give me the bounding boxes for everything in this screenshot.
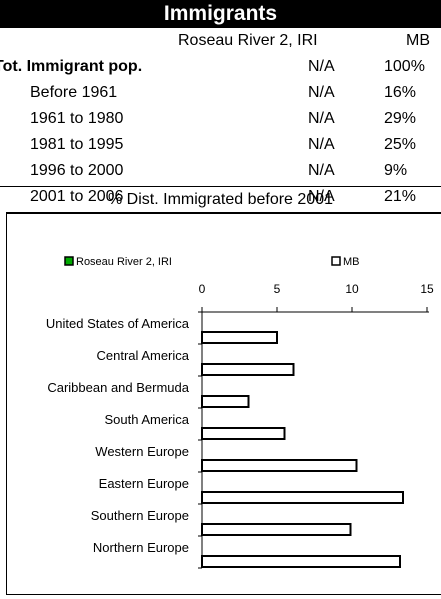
- table-row: 1996 to 2000 N/A 9%: [0, 158, 441, 184]
- category-label: Western Europe: [95, 444, 189, 459]
- bar-mb: [202, 556, 400, 567]
- legend-label: Roseau River 2, IRI: [76, 256, 172, 268]
- x-tick-label: 5: [274, 282, 281, 296]
- row-value-place: N/A: [308, 132, 335, 158]
- category-label: Central America: [97, 348, 190, 363]
- column-header-place: Roseau River 2, IRI: [178, 28, 318, 54]
- bar-chart: Roseau River 2, IRI MB 0 5 10 15 United States…: [7, 214, 441, 594]
- x-tick-label: 0: [199, 282, 206, 296]
- panel-title: Immigrants: [0, 0, 441, 28]
- bar-mb: [202, 396, 249, 407]
- table-row: 1961 to 1980 N/A 29%: [0, 106, 441, 132]
- table-row: Tot. Immigrant pop. N/A 100%: [0, 54, 441, 80]
- legend-swatch: [332, 257, 340, 265]
- category-label: Eastern Europe: [99, 476, 189, 491]
- category-label: South America: [104, 412, 189, 427]
- category-label: Northern Europe: [93, 540, 189, 555]
- row-label: Tot. Immigrant pop.: [0, 54, 142, 80]
- row-value-province: 9%: [384, 158, 407, 184]
- row-value-place: N/A: [308, 54, 335, 80]
- chart-area: Roseau River 2, IRI MB 0 5 10 15 United States…: [6, 212, 441, 595]
- row-value-province: 29%: [384, 106, 416, 132]
- bar-mb: [202, 332, 277, 343]
- row-value-place: N/A: [308, 158, 335, 184]
- row-label: 1981 to 1995: [30, 132, 123, 158]
- bar-mb: [202, 428, 285, 439]
- row-value-province: 16%: [384, 80, 416, 106]
- table-row: Before 1961 N/A 16%: [0, 80, 441, 106]
- category-label: United States of America: [46, 316, 190, 331]
- row-label: 1996 to 2000: [30, 158, 123, 184]
- bar-mb: [202, 524, 351, 535]
- row-value-place: N/A: [308, 106, 335, 132]
- bar-mb: [202, 492, 403, 503]
- row-label: 1961 to 1980: [30, 106, 123, 132]
- column-header-province: MB: [406, 28, 430, 54]
- x-tick-label: 10: [345, 282, 359, 296]
- row-label: Before 1961: [30, 80, 117, 106]
- bar-mb: [202, 364, 294, 375]
- bar-mb: [202, 460, 357, 471]
- table-row: 1981 to 1995 N/A 25%: [0, 132, 441, 158]
- category-label: Southern Europe: [91, 508, 189, 523]
- row-value-province: 100%: [384, 54, 425, 80]
- row-value-province: 25%: [384, 132, 416, 158]
- legend-label: MB: [343, 256, 360, 268]
- legend-swatch: [65, 257, 73, 265]
- category-label: Caribbean and Bermuda: [47, 380, 189, 395]
- x-tick-label: 15: [420, 282, 434, 296]
- row-value-place: N/A: [308, 80, 335, 106]
- chart-subtitle: % Dist. Immigrated before 2001: [0, 186, 441, 213]
